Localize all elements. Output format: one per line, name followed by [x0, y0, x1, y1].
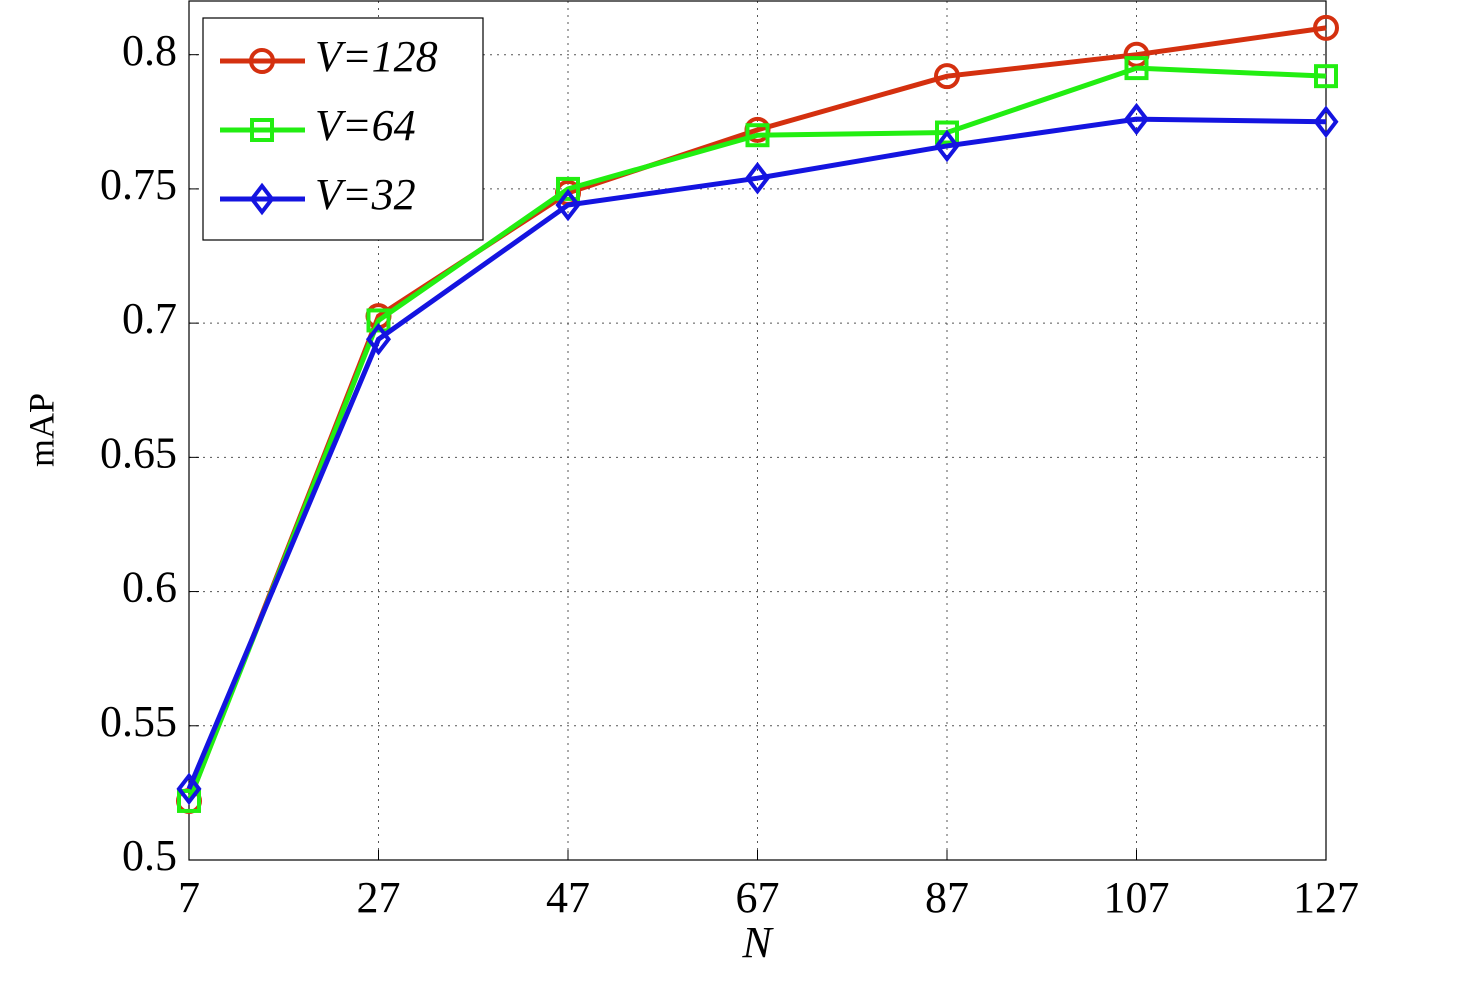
y-tick-label: 0.8: [122, 26, 177, 75]
plot-frame: [188, 0, 1327, 861]
line: [186, 116, 1327, 790]
legend-label: V=32: [315, 170, 416, 219]
marker: [934, 63, 960, 90]
marker: [745, 123, 770, 148]
marker: [1124, 56, 1149, 81]
marker: [556, 176, 580, 201]
marker: [1313, 14, 1339, 41]
marker: [366, 308, 391, 333]
y-tick-label: 0.65: [100, 428, 177, 477]
marker: [250, 118, 274, 142]
legend-label: V=64: [315, 101, 416, 150]
marker: [935, 120, 959, 145]
x-tick-label: 7: [178, 873, 200, 922]
marker: [555, 188, 581, 222]
legend-label: V=128: [315, 32, 438, 81]
marker: [1314, 64, 1338, 89]
x-tick-label: 127: [1293, 873, 1359, 922]
x-tick-label: 67: [736, 873, 780, 922]
x-tick-label: 27: [357, 873, 401, 922]
y-tick-label: 0.5: [122, 831, 177, 880]
marker: [365, 322, 392, 356]
marker: [744, 161, 771, 195]
x-tick-label: 87: [925, 873, 969, 922]
y-tick-label: 0.75: [100, 160, 177, 209]
marker: [249, 48, 275, 74]
marker: [249, 182, 275, 216]
y-tick-label: 0.6: [122, 563, 177, 612]
x-tick-label: 47: [546, 873, 590, 922]
x-tick-label: 107: [1104, 873, 1170, 922]
y-axis-label: mAP: [21, 393, 61, 467]
marker: [177, 788, 201, 813]
line: [186, 65, 1327, 802]
marker: [1123, 102, 1150, 136]
line: [186, 25, 1327, 802]
y-tick-label: 0.7: [122, 294, 177, 343]
marker: [934, 129, 960, 163]
x-axis-label: N: [741, 918, 774, 967]
marker: [1313, 105, 1339, 139]
y-tick-label: 0.55: [100, 697, 177, 746]
marker: [176, 772, 202, 806]
